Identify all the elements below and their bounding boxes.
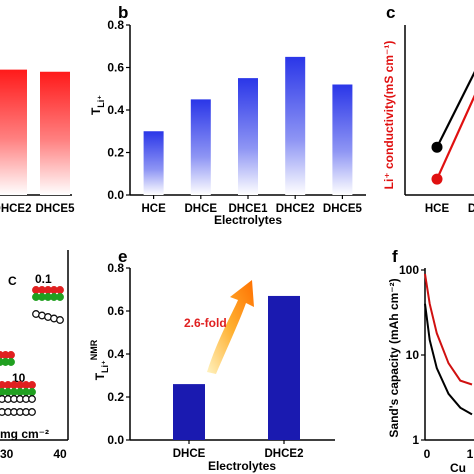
panel-c-tick-label: D	[468, 203, 474, 215]
panel-d-point	[56, 286, 64, 294]
panel-b-y-tick-label: 0.0	[107, 188, 124, 202]
panel-b-x-tick-label: DHCE2	[276, 203, 315, 215]
panel-b-x-tick-label: DHCE5	[323, 203, 363, 215]
panel-a-tick-label: DHCE2	[0, 203, 31, 215]
panel-b-y-tick-label: 0.2	[107, 146, 124, 160]
panel-f-y-tick-label: 100	[399, 263, 419, 277]
panel-e-bar-chart: TLi⁺NMR 0.0 0.2 0.4 0.6 0.8 DHCE DHCE2 2.6-fo…	[89, 261, 335, 473]
panel-e-y-tick-label: 0.2	[107, 390, 124, 404]
panel-c-line-chart: Li⁺ conductivity(mS cm⁻¹) HCE D	[382, 25, 474, 215]
growth-arrow-icon	[207, 280, 254, 374]
panel-c-point	[431, 141, 443, 153]
panel-e-y-tick-label: 0.0	[107, 433, 124, 447]
panel-d-scatter-chart: C 0.1 10 mg cm⁻² 30 40	[0, 250, 69, 461]
panel-c-point	[431, 173, 443, 185]
panel-e-x-axis-label: Electrolytes	[208, 459, 276, 473]
panel-f-y-tick-label: 10	[406, 348, 420, 362]
panel-c-tick-label: HCE	[425, 203, 450, 215]
panel-b-bar	[332, 84, 353, 195]
panel-a-bar	[40, 71, 70, 195]
panel-b-bar	[238, 78, 258, 195]
panel-d-point	[28, 381, 36, 389]
panel-b-bar	[285, 56, 306, 195]
panel-e-bar	[268, 295, 300, 440]
panel-letter-f: f	[392, 247, 398, 266]
panel-e-annotation: 2.6-fold	[184, 316, 227, 330]
panel-c-series-line	[435, 94, 474, 180]
panel-b-bar-chart: TLi⁺ 0.0 0.2 0.4 0.6 0.8 HCE DHCE DHCE1 DHCE2 DH…	[89, 18, 366, 227]
panel-b-y-tick-label: 0.4	[107, 103, 124, 117]
panel-f-y-tick-label: 1	[412, 433, 419, 447]
panel-e-x-tick-label: DHCE2	[265, 448, 304, 460]
panel-d-point	[56, 293, 64, 301]
panel-e-x-tick-label: DHCE	[173, 448, 206, 460]
panel-d-point	[7, 358, 15, 366]
panel-f-tick-label: 0	[424, 447, 431, 461]
panel-f-tick-label: 1	[467, 447, 474, 461]
panel-a-tick-label: DHCE5	[36, 203, 76, 215]
panel-f-line-chart: Sand's capacity (mAh cm⁻²) 1 10 100 0 1 Cu	[387, 263, 474, 474]
panel-b-x-axis-label: Electrolytes	[214, 213, 282, 227]
panel-f-x-axis-label: Cu	[450, 461, 466, 474]
panel-f-series-line	[424, 273, 473, 386]
panel-d-annotation: 0.1	[35, 272, 52, 286]
panel-b-y-axis-label: TLi⁺	[89, 95, 106, 115]
panel-c-series-line	[436, 71, 474, 148]
panel-letter-c: c	[386, 3, 395, 22]
panel-f-y-axis-label: Sand's capacity (mAh cm⁻²)	[387, 278, 401, 437]
panel-e-y-tick-label: 0.8	[107, 261, 124, 275]
panel-b-x-tick-label: DHCE	[185, 203, 218, 215]
panel-d-point	[28, 408, 36, 416]
panel-e-bar	[173, 384, 205, 440]
svg-text:TLi⁺: TLi⁺	[89, 95, 106, 115]
panel-b-x-tick-label: DHCE1	[229, 203, 269, 215]
panel-b-y-tick-label: 0.6	[107, 61, 124, 75]
panel-e-y-tick-label: 0.4	[107, 347, 124, 361]
panel-b-y-tick-label: 0.8	[107, 18, 124, 32]
panel-letter-b: b	[118, 3, 128, 22]
panel-a-bar	[0, 69, 27, 195]
panel-a-bar-chart: DHCE2 DHCE5	[0, 69, 76, 215]
panel-b-bar	[143, 131, 164, 195]
panel-b-x-tick-label: HCE	[141, 203, 166, 215]
panel-d-point	[28, 388, 36, 396]
panel-d-tick-label: 40	[53, 447, 67, 461]
panel-c-y-axis-label: Li⁺ conductivity(mS cm⁻¹)	[382, 41, 396, 190]
svg-text:TLi⁺NMR: TLi⁺NMR	[89, 339, 110, 380]
panel-d-annotation: C	[8, 274, 17, 288]
panel-e-y-axis-label: TLi⁺NMR	[89, 339, 110, 380]
panel-f-series-line	[424, 303, 473, 416]
panel-d-x-axis-label: mg cm⁻²	[0, 427, 49, 441]
panel-d-point	[28, 395, 36, 403]
panel-letter-e: e	[118, 247, 127, 266]
panel-b-bar	[190, 99, 211, 195]
panel-e-y-tick-label: 0.6	[107, 304, 124, 318]
panel-d-tick-label: 30	[0, 447, 14, 461]
panel-d-point	[56, 316, 64, 324]
panel-d-point	[7, 351, 15, 359]
